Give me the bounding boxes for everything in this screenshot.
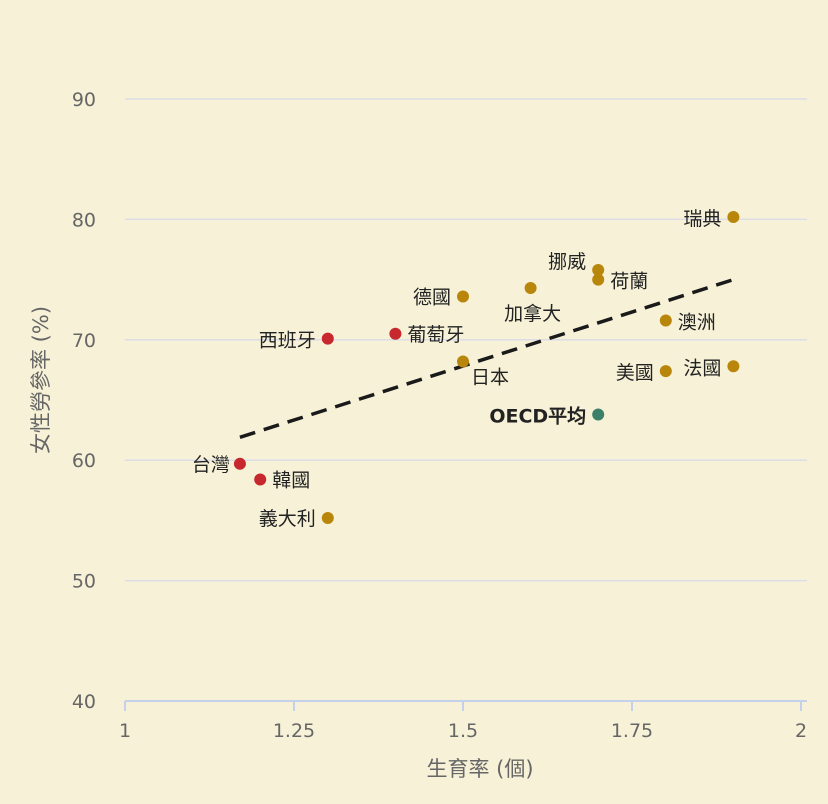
data-point xyxy=(321,332,334,345)
point-label: 西班牙 xyxy=(259,330,316,352)
data-point xyxy=(457,290,469,303)
y-tick-label: 80 xyxy=(72,209,96,231)
point-label: OECD平均 xyxy=(489,404,586,427)
data-point xyxy=(659,365,672,378)
x-tick-label: 1.5 xyxy=(448,720,478,742)
data-point xyxy=(457,355,469,368)
point-label: 韓國 xyxy=(272,469,310,491)
y-tick-label: 40 xyxy=(72,691,96,713)
point-label: 瑞典 xyxy=(683,208,721,230)
y-tick-label: 70 xyxy=(72,330,96,352)
x-tick-label: 1.25 xyxy=(273,720,315,742)
trend-line xyxy=(239,277,734,439)
y-axis-title: 女性勞參率 (%) xyxy=(29,306,53,454)
point-label: 美國 xyxy=(616,362,654,384)
gridlines xyxy=(125,98,807,582)
data-point xyxy=(727,210,740,223)
y-tick-label: 90 xyxy=(72,89,96,111)
point-label: 澳洲 xyxy=(678,312,716,334)
x-tick-label: 1 xyxy=(119,720,131,742)
data-point xyxy=(389,327,402,340)
data-point xyxy=(592,408,605,421)
data-point xyxy=(592,263,605,276)
point-label: 義大利 xyxy=(259,508,316,530)
x-tick-label: 2 xyxy=(795,720,807,742)
data-point xyxy=(524,282,537,295)
point-label: 挪威 xyxy=(548,251,586,273)
y-tick-label: 60 xyxy=(72,450,96,472)
x-tick-label: 1.75 xyxy=(611,720,653,742)
data-point xyxy=(592,273,605,286)
point-label: 加拿大 xyxy=(504,302,561,325)
axes: 40 50 60 70 80 90 1 1.25 1.5 1.75 2 xyxy=(72,89,807,742)
point-label: 台灣 xyxy=(192,454,230,476)
data-point xyxy=(659,314,672,327)
point-label: 德國 xyxy=(413,286,451,308)
y-tick-label: 50 xyxy=(72,571,96,593)
point-label: 荷蘭 xyxy=(610,271,648,293)
data-point xyxy=(233,457,246,470)
data-point xyxy=(727,360,740,373)
data-point xyxy=(254,473,267,486)
x-axis-title: 生育率 (個) xyxy=(426,757,533,781)
point-label: 法國 xyxy=(683,357,721,379)
data-point xyxy=(321,511,334,524)
point-label: 葡萄牙 xyxy=(407,324,464,346)
point-label: 日本 xyxy=(471,366,509,388)
